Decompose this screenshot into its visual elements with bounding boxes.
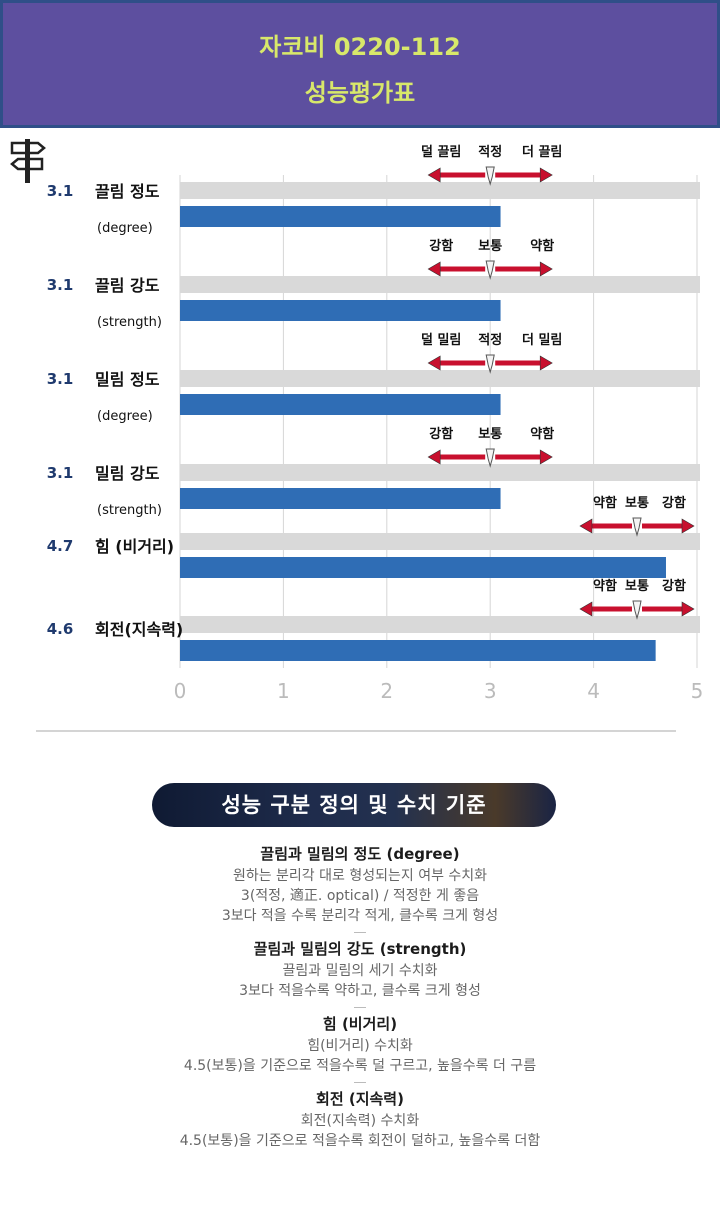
- scale-label: 덜 끌림: [421, 144, 461, 160]
- scale-arrow-right-head: [539, 449, 553, 465]
- scale-label: 강함: [429, 426, 453, 442]
- bar-track: [180, 182, 700, 199]
- scale-label: 더 끌림: [522, 144, 562, 160]
- scale-arrow-left-head: [427, 449, 441, 465]
- scale-arrow-right-head: [681, 601, 695, 617]
- product-title: 자코비 0220-112: [259, 33, 461, 61]
- definition-title: 회전 (지속력): [316, 1090, 404, 1108]
- definition-section-spin: 회전 (지속력) 회전(지속력) 수치화 4.5(보통)을 기준으로 적을수록 …: [0, 1087, 720, 1151]
- performance-chart: 덜 끌림 적정 더 끌림3.1 끌림 정도(degree)강함 보통 약함3.1 끌림 강도…: [47, 144, 704, 703]
- scale-arrow-right-head: [539, 261, 553, 277]
- value-label: 4.6: [47, 620, 74, 638]
- category-label: 밀림 강도: [95, 464, 160, 483]
- value-label: 3.1: [47, 370, 74, 388]
- signpost-icon: [10, 139, 46, 183]
- bar: [180, 300, 501, 321]
- category-label: 끌림 강도: [95, 276, 160, 295]
- definition-section-degree: 끌림과 밀림의 정도 (degree) 원하는 분리각 대로 형성되는지 여부 …: [0, 842, 720, 926]
- scale-label: 강함: [662, 495, 686, 511]
- scale-label: 약함: [593, 578, 617, 594]
- value-label: 3.1: [47, 182, 74, 200]
- bar-track: [180, 276, 700, 293]
- pin-icon: [485, 260, 495, 280]
- scale-label: 적정: [478, 144, 502, 160]
- bar-track: [180, 533, 700, 550]
- bar: [180, 640, 656, 661]
- page-subtitle: 성능평가표: [304, 79, 416, 107]
- definition-line: 4.5(보통)을 기준으로 적을수록 덜 구르고, 높을수록 더 구름: [183, 1058, 537, 1074]
- scale-label: 보통: [478, 239, 502, 254]
- scale-label: 보통: [625, 579, 649, 594]
- scale-label: 더 밀림: [522, 332, 562, 348]
- definition-section-power: 힘 (비거리) 힘(비거리) 수치화 4.5(보통)을 기준으로 적을수록 덜 …: [0, 1012, 720, 1076]
- scale-arrow-right-head: [539, 167, 553, 183]
- category-label: 회전(지속력): [95, 620, 183, 639]
- category-sublabel: (degree): [97, 221, 153, 236]
- definitions-list: 끌림과 밀림의 정도 (degree) 원하는 분리각 대로 형성되는지 여부 …: [0, 842, 720, 1155]
- pin-icon: [485, 448, 495, 468]
- scale-label: 약함: [593, 495, 617, 511]
- definition-title: 끌림과 밀림의 정도 (degree): [260, 845, 460, 863]
- definition-title: 힘 (비거리): [322, 1015, 398, 1033]
- tick-label: 4: [587, 679, 600, 703]
- scale-label: 강함: [429, 238, 453, 254]
- category-sublabel: (strength): [97, 503, 162, 518]
- scale-label: 약함: [530, 426, 554, 442]
- category-label: 밀림 정도: [95, 370, 160, 389]
- scale-label: 적정: [478, 332, 502, 348]
- bar: [180, 206, 501, 227]
- definition-line: 원하는 분리각 대로 형성되는지 여부 수치화: [232, 868, 488, 884]
- pin-icon: [485, 166, 495, 186]
- definitions-heading: 성능 구분 정의 및 수치 기준: [152, 783, 556, 827]
- definition-section-strength: 끌림과 밀림의 강도 (strength) 끌림과 밀림의 세기 수치화 3보다…: [0, 937, 720, 1001]
- scale-arrow-right-head: [681, 518, 695, 534]
- scale-arrow-left-head: [427, 167, 441, 183]
- category-label: 힘 (비거리): [95, 537, 174, 556]
- scale-label: 보통: [478, 427, 502, 442]
- pin-icon: [485, 354, 495, 374]
- scale-label: 덜 밀림: [421, 332, 461, 348]
- definition-line: 힘(비거리) 수치화: [307, 1038, 413, 1054]
- separator: [354, 1082, 366, 1083]
- value-label: 3.1: [47, 276, 74, 294]
- scale-arrow-left-head: [579, 518, 593, 534]
- bar: [180, 394, 501, 415]
- pin-icon: [632, 600, 642, 620]
- bar-track: [180, 464, 700, 481]
- pin-icon: [632, 517, 642, 537]
- definition-line: 3보다 적을 수록 분리각 적게, 클수록 크게 형성: [221, 908, 499, 924]
- definition-title: 끌림과 밀림의 강도 (strength): [253, 940, 467, 958]
- separator: [354, 1007, 366, 1008]
- scale-label: 강함: [662, 578, 686, 594]
- scale-label: 보통: [625, 496, 649, 511]
- bar: [180, 557, 666, 578]
- scale-arrow-left-head: [579, 601, 593, 617]
- definition-line: 3보다 적을수록 약하고, 클수록 크게 형성: [239, 983, 481, 999]
- definition-line: 회전(지속력) 수치화: [300, 1113, 420, 1129]
- tick-label: 3: [484, 679, 497, 703]
- tick-label: 1: [277, 679, 290, 703]
- header-banner: 자코비 0220-112 성능평가표: [0, 0, 720, 128]
- bar-track: [180, 616, 700, 633]
- category-sublabel: (degree): [97, 409, 153, 424]
- scale-arrow-left-head: [427, 355, 441, 371]
- tick-label: 0: [174, 679, 187, 703]
- bar-track: [180, 370, 700, 387]
- definition-line: 끌림과 밀림의 세기 수치화: [282, 963, 438, 979]
- separator: [354, 932, 366, 933]
- definition-line: 3(적정, 適正. optical) / 적정한 게 좋음: [240, 888, 480, 904]
- tick-label: 5: [691, 679, 704, 703]
- bar: [180, 488, 501, 509]
- value-label: 4.7: [47, 537, 74, 555]
- scale-arrow-left-head: [427, 261, 441, 277]
- tick-label: 2: [380, 679, 393, 703]
- category-label: 끌림 정도: [95, 182, 160, 201]
- category-sublabel: (strength): [97, 315, 162, 330]
- value-label: 3.1: [47, 464, 74, 482]
- divider: [36, 730, 676, 732]
- definition-line: 4.5(보통)을 기준으로 적을수록 회전이 덜하고, 높을수록 더함: [179, 1133, 541, 1149]
- scale-label: 약함: [530, 238, 554, 254]
- scale-arrow-right-head: [539, 355, 553, 371]
